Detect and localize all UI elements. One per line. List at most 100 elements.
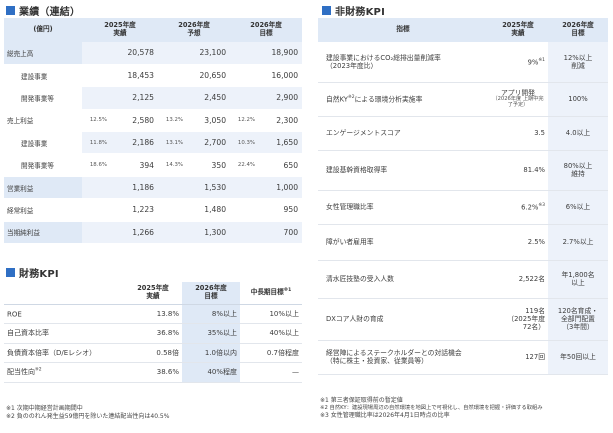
nonfinancial-notes: ※1 第三者保証取得前の暫定値 ※2 自然KY：建設現場周辺の自然環境を地図上で… [320, 397, 543, 420]
cell-value: 2.5% [488, 224, 548, 261]
table-row: 開発事業等 18.6% 394 14.3% 350 22.4% 650 [4, 153, 303, 177]
cell-value: アプリ開発 （2026年度 上期中完了予定） [488, 82, 548, 117]
fy2025-actual-header: 2025年度 実績 [82, 18, 159, 42]
table-row: 営業利益 1,186 1,530 1,000 [4, 176, 303, 200]
cell-value: 10%以上 [240, 304, 302, 324]
cell-value: 40%程度 [182, 362, 240, 383]
cell-value: 16,000 [256, 64, 303, 88]
margin-value: 13.2% [158, 109, 185, 133]
margin-value [82, 86, 108, 110]
financial-header-row: 2025年度 実績 2026年度 目標 中長期目標※1 [4, 282, 302, 305]
margin-value [230, 176, 257, 200]
unit-header: (億円) [4, 18, 82, 42]
target-value: 120名育成・ 全部門配置 （3年間） [548, 298, 608, 341]
row-label: 建設事業 [4, 131, 82, 155]
row-label: 負債資本倍率（D/Eレシオ） [4, 343, 124, 363]
indicator-header: 指標 [318, 18, 488, 42]
cell-value: 650 [256, 153, 303, 177]
fy2025-actual-header: 2025年度 実績 [488, 18, 548, 42]
cell-value: 2,300 [256, 109, 303, 133]
cell-value: — [240, 362, 302, 383]
financial-section-header: 財務KPI [6, 265, 59, 280]
cell-value: 2,522名 [488, 260, 548, 299]
row-label: 開発事業等 [4, 153, 82, 177]
footnote: ※2 負ののれん発生益59億円を除いた連結配当性向は40.5% [6, 413, 170, 421]
cell-value: 9%※1 [488, 42, 548, 83]
cell-value: 38.6% [124, 362, 182, 383]
table-row: 売上利益 12.5% 2,580 13.2% 3,050 12.2% 2,300 [4, 109, 303, 133]
footnote: ※3 女性管理職比率は2026年4月1日時点の比率 [320, 412, 450, 420]
margin-value: 13.1% [158, 131, 185, 155]
cell-value: 13.8% [124, 304, 182, 324]
margin-value [82, 42, 108, 65]
row-label: 当期純利益 [4, 221, 82, 245]
fy2026-forecast-header: 2026年度 予想 [158, 18, 231, 42]
margin-value [158, 86, 185, 110]
fy2025-actual-header: 2025年度 実績 [124, 282, 182, 305]
cell-value: 127回 [488, 340, 548, 375]
cell-value: 20,578 [108, 42, 159, 65]
cell-value: 81.4% [488, 150, 548, 191]
row-label: 総売上高 [4, 42, 82, 65]
table-row: DXコア人財の育成 119名 （2025年度 72名） 120名育成・ 全部門配置 （3… [318, 298, 608, 341]
target-value: 12%以上 削減 [548, 42, 608, 83]
margin-value [82, 64, 108, 88]
table-row: 開発事業等 2,125 2,450 2,900 [4, 86, 303, 110]
nonfinancial-header-row: 指標 2025年度 実績 2026年度 目標 [318, 18, 608, 42]
table-row: 経営陣によるステークホルダーとの対話機会 （特に株主・投資家、従業員等） 127回… [318, 340, 608, 375]
table-row: 建設事業 18,453 20,650 16,000 [4, 64, 303, 88]
row-label: ROE [4, 304, 124, 324]
margin-value: 11.8% [82, 131, 108, 155]
margin-value [158, 176, 185, 200]
table-row: 経常利益 1,223 1,480 950 [4, 198, 303, 222]
row-label: エンゲージメントスコア [318, 116, 488, 151]
row-label: 経営陣によるステークホルダーとの対話機会 （特に株主・投資家、従業員等） [318, 340, 488, 375]
margin-value [230, 42, 257, 65]
cell-value: 1,650 [256, 131, 303, 155]
cell-value: 2,580 [108, 109, 159, 133]
footnote: ※2 自然KY：建設現場周辺の自然環境を地図上で可視化し、自然環境を把握・評価す… [320, 405, 543, 412]
cell-value: 35%以上 [182, 323, 240, 344]
table-row: 負債資本倍率（D/Eレシオ） 0.58倍 1.0倍以内 0.7倍程度 [4, 343, 302, 363]
cell-value: 2,450 [184, 86, 231, 110]
margin-value [82, 221, 108, 245]
row-label: 売上利益 [4, 109, 82, 133]
table-row: 清水匠技塾の受入人数 2,522名 年1,800名 以上 [318, 260, 608, 299]
cell-value: 1,480 [184, 198, 231, 222]
cell-value: 2,186 [108, 131, 159, 155]
cell-value: 6.2%※3 [488, 190, 548, 225]
cell-value: 0.7倍程度 [240, 343, 302, 363]
cell-value: 1,000 [256, 176, 303, 200]
row-label: 清水匠技塾の受入人数 [318, 260, 488, 299]
cell-value: 1,266 [108, 221, 159, 245]
table-row: 障がい者雇用率 2.5% 2.7%以上 [318, 224, 608, 261]
cell-value: 18,453 [108, 64, 159, 88]
cell-value: 20,650 [184, 64, 231, 88]
nonfinancial-section-header: 非財務KPI [322, 3, 385, 18]
row-label: 建設基幹資格取得率 [318, 150, 488, 191]
table-row: エンゲージメントスコア 3.5 4.0以上 [318, 116, 608, 151]
margin-value [230, 221, 257, 245]
fy2026-target-header: 2026年度 目標 [230, 18, 303, 42]
cell-value: 36.8% [124, 323, 182, 344]
table-row: 女性管理職比率 6.2%※3 6%以上 [318, 190, 608, 225]
row-label: 自己資本比率 [4, 323, 124, 344]
row-label: 開発事業等 [4, 86, 82, 110]
margin-value: 10.3% [230, 131, 257, 155]
row-label: 建設事業 [4, 64, 82, 88]
margin-value: 12.2% [230, 109, 257, 133]
margin-value [230, 86, 257, 110]
target-value: 100% [548, 82, 608, 117]
cell-value: 700 [256, 221, 303, 245]
nonfinancial-kpi-table: 指標 2025年度 実績 2026年度 目標 建設事業におけるCO₂総排出量削減率（… [318, 18, 608, 375]
cell-value: 1,223 [108, 198, 159, 222]
table-row: ROE 13.8% 8%以上 10%以上 [4, 304, 302, 324]
cell-value: 1.0倍以内 [182, 343, 240, 363]
section-marker-icon [322, 6, 331, 15]
target-value: 年50回以上 [548, 340, 608, 375]
table-row: 配当性向※2 38.6% 40%程度 — [4, 362, 302, 383]
cell-value: 394 [108, 153, 159, 177]
table-row: 建設事業におけるCO₂総排出量削減率 （2023年度比） 9%※1 12%以上 削減 [318, 42, 608, 83]
footnote: ※1 次期中期経営計画期間中 [6, 405, 83, 412]
cell-value: 2,700 [184, 131, 231, 155]
